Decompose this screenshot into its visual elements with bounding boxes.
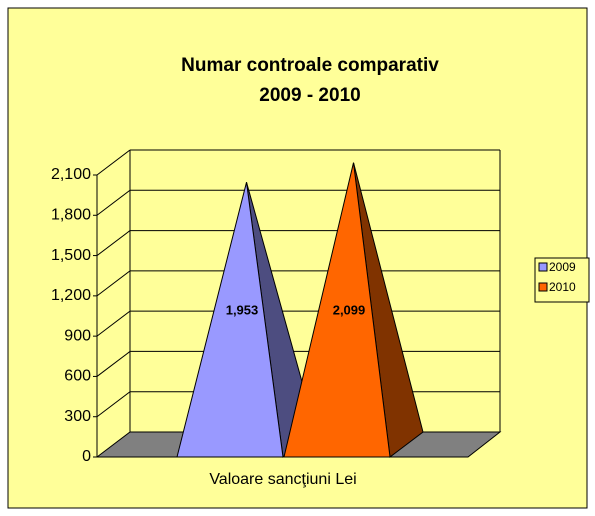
y-tick-label: 1,200 xyxy=(51,287,91,304)
y-tick-label: 900 xyxy=(64,327,91,344)
legend-swatch xyxy=(538,262,548,272)
chart-subtitle: 2009 - 2010 xyxy=(259,85,360,106)
y-tick-label: 0 xyxy=(82,448,91,465)
value-label: 1,953 xyxy=(226,302,259,317)
legend-label: 2010 xyxy=(549,280,576,294)
pyramid-front xyxy=(283,162,391,458)
grid-line xyxy=(96,189,131,216)
legend-label: 2009 xyxy=(549,260,576,274)
chart-title: Numar controale comparativ xyxy=(181,55,439,76)
grid-line xyxy=(96,351,131,377)
y-tick-label: 300 xyxy=(64,408,91,425)
grid-line xyxy=(96,391,131,418)
grid-line xyxy=(96,310,131,337)
x-tick-label: Valoare sancţiuni Lei xyxy=(209,471,356,488)
y-tick-label: 1,500 xyxy=(51,247,91,264)
y-tick-label: 2,100 xyxy=(51,166,91,183)
value-label: 2,099 xyxy=(333,302,366,317)
y-tick-label: 600 xyxy=(64,368,91,385)
grid-line xyxy=(96,270,131,297)
y-tick-label: 1,800 xyxy=(51,207,91,224)
pyramid-front xyxy=(176,182,284,458)
grid-line xyxy=(96,230,131,256)
legend-swatch xyxy=(538,282,548,292)
grid-line xyxy=(96,149,131,176)
